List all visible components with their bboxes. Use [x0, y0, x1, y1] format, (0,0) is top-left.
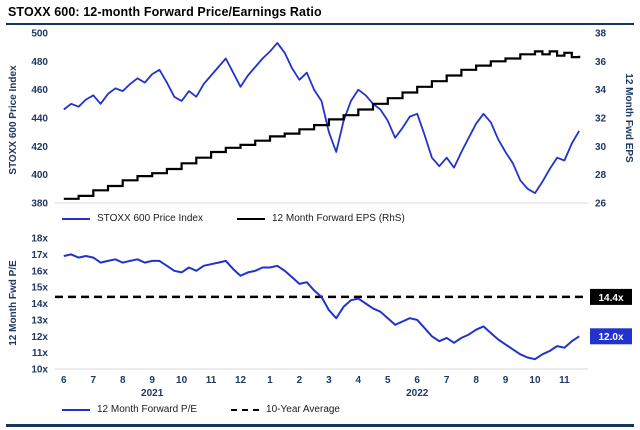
axis-tick-label: 26	[595, 199, 607, 210]
axis-tick-label: 15x	[31, 283, 48, 294]
axis-tick-label: 18x	[31, 234, 48, 245]
value-callout-box	[590, 328, 632, 345]
axis-tick-label: 17x	[31, 250, 48, 261]
value-callout-text: 12.0x	[598, 332, 623, 343]
legend-label: 12 Month Forward P/E	[97, 404, 198, 415]
axis-tick-label: 12	[235, 375, 247, 386]
axis-tick-label: 10	[529, 375, 541, 386]
title-underline	[6, 23, 634, 25]
value-callout-text: 14.4x	[598, 293, 623, 304]
axis-tick-label: 4	[356, 375, 362, 386]
axis-tick-label: 34	[595, 85, 607, 96]
axis-tick-label: 3	[326, 375, 332, 386]
axis-tick-label: 2021	[141, 388, 164, 399]
axis-tick-label: 7	[91, 375, 97, 386]
axis-tick-label: 32	[595, 114, 607, 125]
axis-tick-label: 5	[385, 375, 391, 386]
black-line-sample	[236, 217, 265, 220]
forward-eps-step-line	[63, 50, 581, 200]
page-title: STOXX 600: 12-month Forward Price/Earnin…	[8, 5, 322, 19]
axis-tick-label: 6	[414, 375, 420, 386]
bottom-chart-legend: 12 Month Forward P/E 10-Year Average	[62, 404, 340, 415]
axis-tick-label: 2	[297, 375, 303, 386]
black-dashed-line-sample	[231, 408, 260, 411]
axis-tick-label: 1	[267, 375, 273, 386]
forward-pe-line	[63, 253, 580, 361]
legend-label: STOXX 600 Price Index	[97, 213, 203, 224]
axis-tick-label: 30	[595, 142, 607, 153]
blue-line-sample	[62, 217, 90, 220]
axis-tick-label: 11	[559, 375, 570, 386]
axis-tick-label: 8	[120, 375, 126, 386]
legend-label: 10-Year Average	[266, 404, 340, 415]
axis-tick-label: 6	[61, 375, 67, 386]
axis-tick-label: 500	[31, 29, 48, 40]
axis-tick-label: 400	[31, 170, 48, 181]
axis-tick-label: 12x	[31, 332, 48, 343]
legend-item-price-index: STOXX 600 Price Index	[62, 213, 203, 224]
price-and-eps-chart: 380 400 420 440 460 480 500 26 28 30 32 34 36 38	[31, 29, 607, 210]
bottom-border-rule	[6, 424, 634, 427]
axis-tick-label: 8	[473, 375, 479, 386]
axis-tick-label: 380	[31, 199, 48, 210]
value-callout-box	[590, 288, 632, 305]
axis-tick-label: 420	[31, 142, 48, 153]
top-chart-legend: STOXX 600 Price Index 12 Month Forward E…	[62, 213, 405, 224]
axis-tick-label: 9	[503, 375, 509, 386]
axis-tick-label: 10x	[31, 365, 48, 376]
legend-item-forward-eps: 12 Month Forward EPS (RhS)	[236, 213, 405, 224]
axis-tick-label: 11	[206, 375, 217, 386]
axis-tick-label: 2022	[406, 388, 429, 399]
axis-tick-label: 440	[31, 114, 48, 125]
axis-tick-label: 480	[31, 57, 48, 68]
legend-item-ten-year-average: 10-Year Average	[231, 404, 340, 415]
axis-tick-label: 11x	[32, 348, 49, 359]
axis-tick-label: 28	[595, 170, 607, 181]
legend-item-forward-pe: 12 Month Forward P/E	[62, 404, 197, 415]
blue-line-sample	[62, 408, 90, 411]
axis-tick-label: 7	[444, 375, 450, 386]
axis-tick-label: 460	[31, 85, 48, 96]
axis-tick-label: 16x	[31, 266, 48, 277]
axis-tick-label: 13x	[31, 315, 48, 326]
axis-tick-label: 14x	[31, 299, 48, 310]
legend-label: 12 Month Forward EPS (RhS)	[271, 213, 405, 224]
axis-tick-label: 10	[176, 375, 188, 386]
axis-tick-label: 36	[595, 57, 607, 68]
axis-tick-label: 38	[595, 29, 607, 40]
price-index-line	[63, 41, 580, 195]
axis-tick-label: 9	[149, 375, 155, 386]
